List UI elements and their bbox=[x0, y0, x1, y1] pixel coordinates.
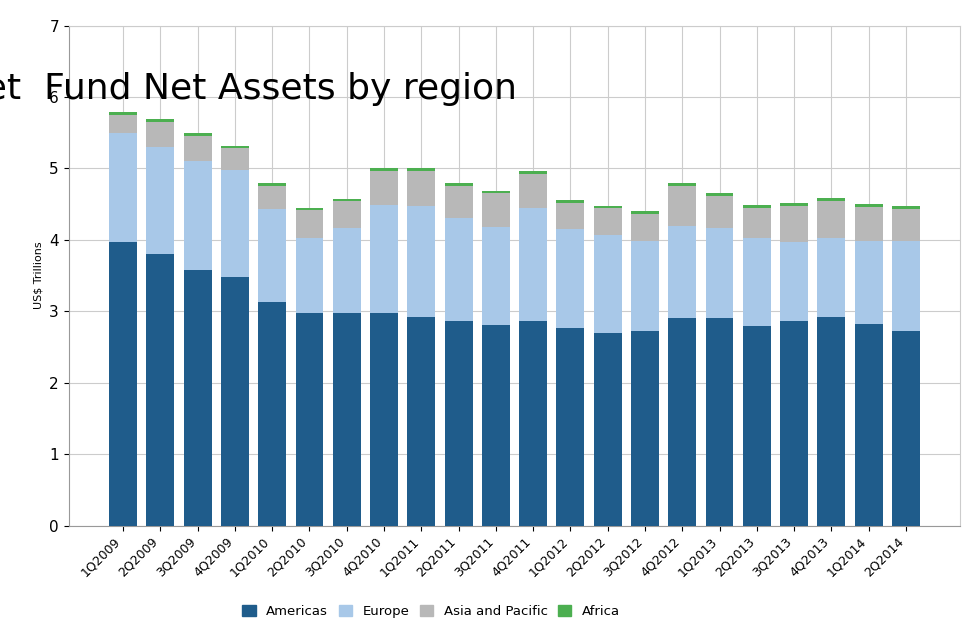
Bar bbox=[183, 136, 212, 162]
Bar bbox=[296, 313, 323, 526]
Bar bbox=[146, 119, 174, 122]
Bar bbox=[892, 331, 920, 526]
Bar bbox=[668, 319, 696, 526]
Bar bbox=[631, 214, 659, 240]
Bar bbox=[668, 183, 696, 187]
Bar bbox=[780, 203, 808, 206]
Bar bbox=[370, 205, 398, 313]
Bar bbox=[631, 240, 659, 331]
Bar bbox=[220, 277, 249, 526]
Bar bbox=[109, 242, 137, 526]
Bar bbox=[408, 169, 435, 171]
Bar bbox=[370, 169, 398, 171]
Bar bbox=[220, 170, 249, 277]
Bar bbox=[408, 206, 435, 317]
Bar bbox=[482, 194, 510, 227]
Bar bbox=[594, 206, 621, 208]
Text: Money Market  Fund Net Assets by region: Money Market Fund Net Assets by region bbox=[0, 72, 517, 106]
Bar bbox=[855, 324, 883, 526]
Bar bbox=[594, 235, 621, 333]
Bar bbox=[557, 203, 584, 229]
Bar bbox=[743, 326, 770, 526]
Bar bbox=[370, 171, 398, 205]
Bar bbox=[259, 302, 286, 526]
Bar bbox=[892, 209, 920, 240]
Bar bbox=[296, 208, 323, 210]
Bar bbox=[594, 333, 621, 526]
Bar bbox=[482, 190, 510, 194]
Bar bbox=[370, 313, 398, 526]
Bar bbox=[706, 319, 733, 526]
Bar bbox=[183, 133, 212, 136]
Bar bbox=[109, 133, 137, 242]
Bar bbox=[333, 201, 361, 228]
Bar bbox=[780, 320, 808, 526]
Bar bbox=[817, 201, 846, 238]
Bar bbox=[183, 162, 212, 270]
Bar bbox=[296, 238, 323, 313]
Bar bbox=[146, 147, 174, 254]
Bar bbox=[333, 313, 361, 526]
Bar bbox=[631, 212, 659, 214]
Bar bbox=[706, 196, 733, 228]
Bar bbox=[109, 115, 137, 133]
Bar bbox=[668, 226, 696, 319]
Legend: Americas, Europe, Asia and Pacific, Africa: Americas, Europe, Asia and Pacific, Afri… bbox=[238, 601, 624, 622]
Bar bbox=[780, 242, 808, 320]
Bar bbox=[557, 328, 584, 526]
Bar bbox=[333, 228, 361, 313]
Bar bbox=[408, 171, 435, 206]
Bar bbox=[519, 174, 547, 208]
Bar bbox=[220, 146, 249, 149]
Bar bbox=[259, 186, 286, 209]
Bar bbox=[706, 228, 733, 319]
Bar bbox=[146, 122, 174, 147]
Bar bbox=[445, 186, 472, 219]
Bar bbox=[743, 238, 770, 326]
Bar bbox=[146, 254, 174, 526]
Bar bbox=[855, 204, 883, 207]
Bar bbox=[817, 317, 846, 526]
Bar bbox=[482, 227, 510, 325]
Bar bbox=[743, 208, 770, 238]
Bar bbox=[817, 198, 846, 201]
Bar bbox=[445, 219, 472, 320]
Bar bbox=[519, 320, 547, 526]
Bar bbox=[259, 209, 286, 302]
Bar bbox=[557, 229, 584, 328]
Bar bbox=[780, 206, 808, 242]
Bar bbox=[631, 331, 659, 526]
Bar bbox=[482, 325, 510, 526]
Bar bbox=[706, 193, 733, 196]
Y-axis label: US$ Trillions: US$ Trillions bbox=[33, 242, 43, 310]
Bar bbox=[408, 317, 435, 526]
Bar bbox=[557, 200, 584, 203]
Bar bbox=[333, 199, 361, 201]
Bar bbox=[519, 208, 547, 320]
Bar bbox=[855, 240, 883, 324]
Bar bbox=[855, 207, 883, 240]
Bar bbox=[109, 112, 137, 115]
Bar bbox=[183, 270, 212, 526]
Bar bbox=[445, 320, 472, 526]
Bar bbox=[668, 187, 696, 226]
Bar bbox=[892, 206, 920, 209]
Bar bbox=[296, 210, 323, 238]
Bar bbox=[445, 183, 472, 186]
Bar bbox=[259, 183, 286, 186]
Bar bbox=[594, 208, 621, 235]
Bar bbox=[817, 238, 846, 317]
Bar bbox=[519, 171, 547, 174]
Bar bbox=[892, 240, 920, 331]
Bar bbox=[743, 205, 770, 208]
Bar bbox=[220, 149, 249, 170]
